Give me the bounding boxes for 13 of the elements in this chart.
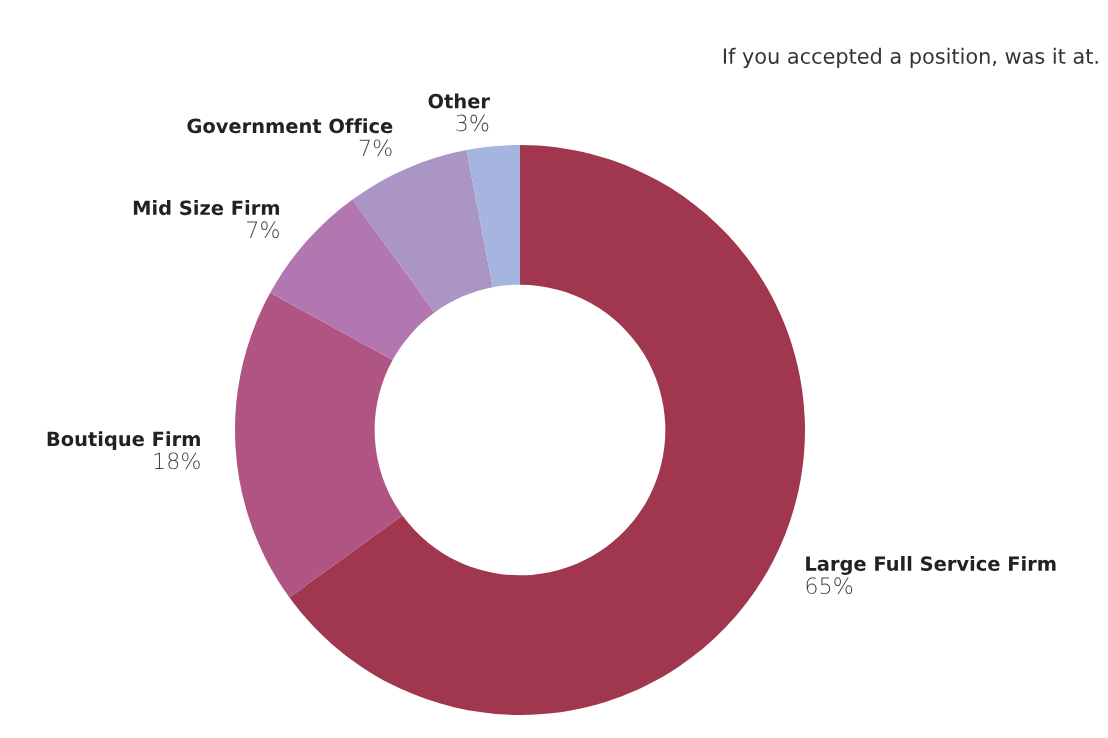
donut-slice	[466, 145, 520, 288]
slice-label: Large Full Service Firm	[806, 555, 1056, 575]
data-label: 7%	[359, 139, 392, 157]
slice-label: Boutique Firm	[47, 431, 200, 451]
data-label: 65%	[806, 577, 853, 595]
slice-label: Other	[428, 93, 490, 109]
chart-title: If you accepted a position, was it at.	[723, 47, 1098, 68]
slice-label: Government Office	[187, 118, 393, 134]
data-label: 18%	[154, 452, 200, 470]
data-label: 3%	[456, 114, 489, 132]
data-label: 7%	[247, 221, 279, 239]
slice-label: Mid Size Firm	[133, 200, 280, 216]
donut-slice	[235, 292, 403, 598]
